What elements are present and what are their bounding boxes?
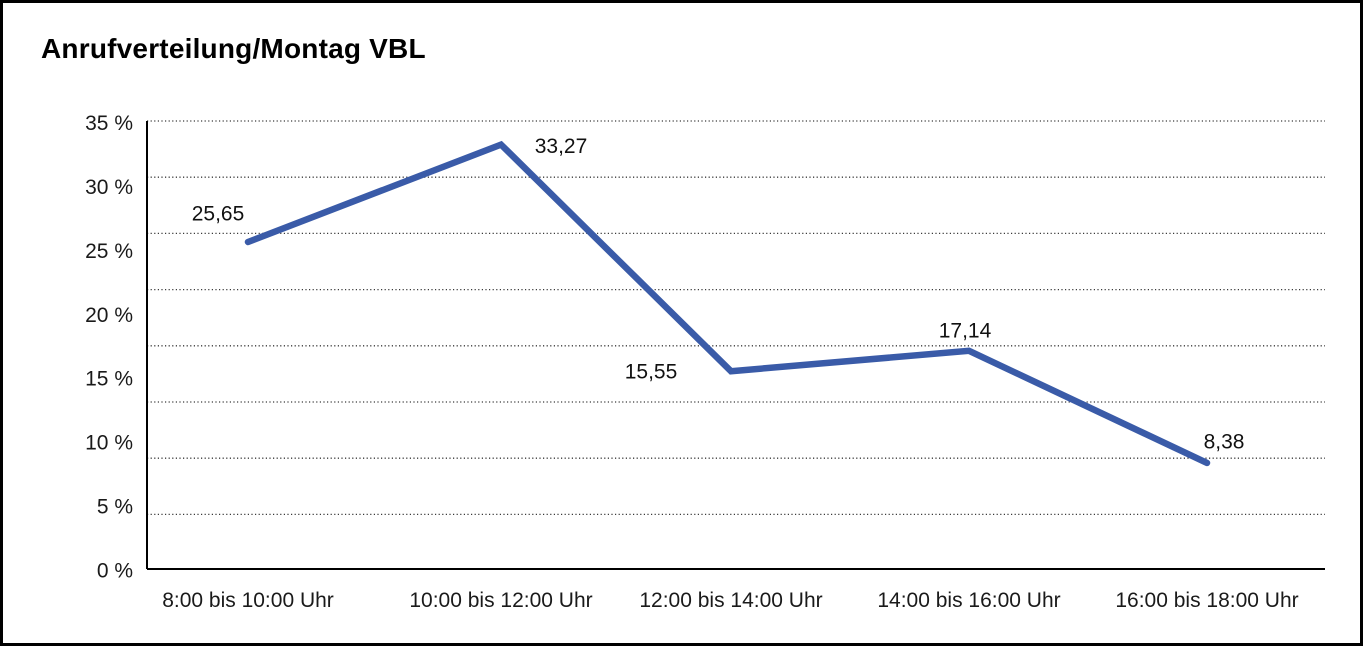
data-label: 15,55	[625, 361, 678, 384]
y-tick-label: 25 %	[85, 240, 133, 263]
x-axis-tick-labels: 8:00 bis 10:00 Uhr 10:00 bis 12:00 Uhr 12:…	[162, 589, 1298, 612]
data-label: 25,65	[192, 203, 245, 226]
gridlines	[147, 120, 1325, 516]
data-label: 33,27	[535, 135, 588, 158]
y-axis-tick-labels: 35 % 30 % 25 % 20 % 15 % 10 % 5 % 0 %	[85, 112, 133, 583]
chart-title: Anrufverteilung/Montag VBL	[41, 33, 426, 64]
y-tick-label: 15 %	[85, 368, 133, 391]
line-chart: 35 % 30 % 25 % 20 % 15 % 10 % 5 % 0 % 8:00 bis …	[85, 112, 1325, 612]
y-tick-label: 35 %	[85, 112, 133, 135]
data-series	[244, 140, 1211, 467]
y-tick-label: 5 %	[97, 496, 133, 519]
data-value-labels: 25,65 33,27 15,55 17,14 8,38	[192, 135, 1245, 453]
x-tick-label: 16:00 bis 18:00 Uhr	[1115, 589, 1298, 612]
y-tick-label: 10 %	[85, 432, 133, 455]
data-label: 8,38	[1204, 430, 1245, 453]
x-tick-label: 10:00 bis 12:00 Uhr	[409, 589, 592, 612]
axes	[146, 121, 1325, 570]
series-line	[244, 140, 1211, 467]
x-tick-label: 14:00 bis 16:00 Uhr	[877, 589, 1060, 612]
data-label: 17,14	[939, 319, 992, 342]
x-tick-label: 8:00 bis 10:00 Uhr	[162, 589, 334, 612]
x-tick-label: 12:00 bis 14:00 Uhr	[639, 589, 822, 612]
y-tick-label: 30 %	[85, 176, 133, 199]
y-tick-label: 20 %	[85, 304, 133, 327]
y-tick-label: 0 %	[97, 560, 133, 583]
